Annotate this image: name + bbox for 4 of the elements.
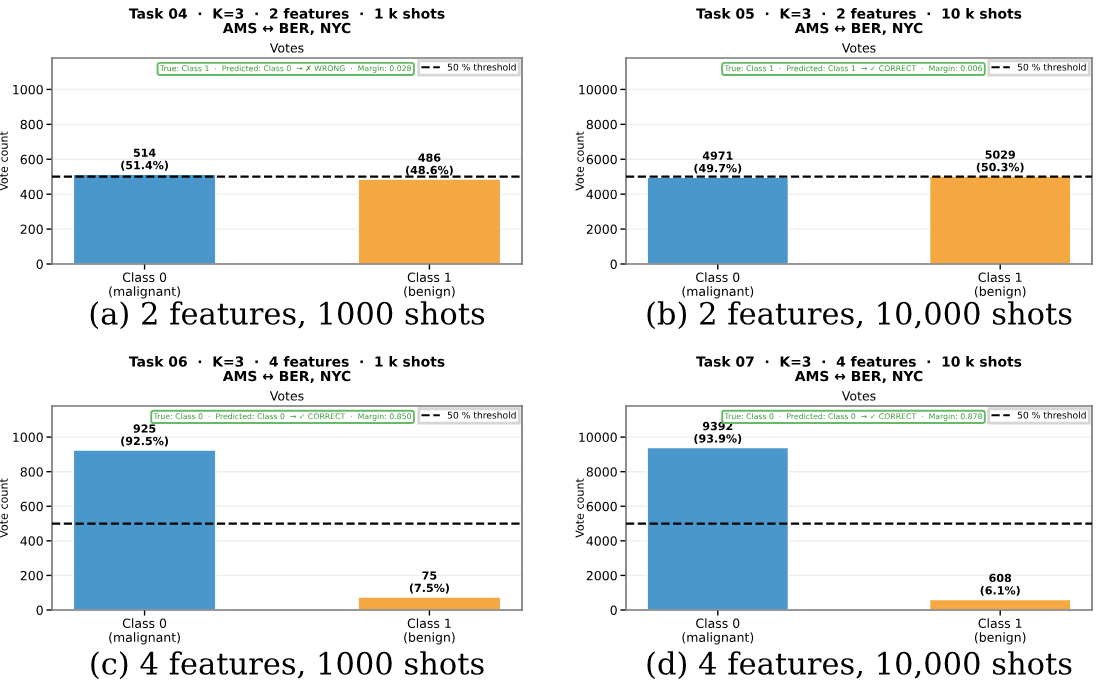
text: (d) 4 features, 10,000 shots (647, 651, 1072, 680)
text: (b) 2 features, 10,000 shots (647, 301, 1072, 330)
text: (c) 4 features, 1000 shots (91, 651, 484, 680)
text: (a) 2 features, 1000 shots (90, 301, 485, 330)
